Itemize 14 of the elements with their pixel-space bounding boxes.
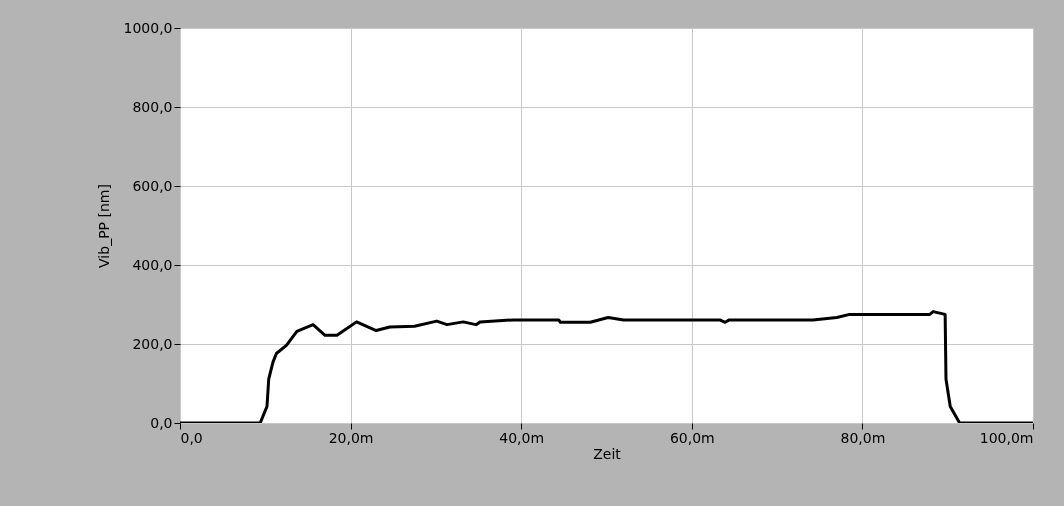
y-tick-label: 200,0 — [132, 335, 173, 352]
x-tick-label: 20,0m — [328, 429, 374, 446]
x-tick-label: 40,0m — [499, 429, 545, 446]
x-tick-label: 100,0m — [979, 429, 1034, 446]
y-tick-label: 1000,0 — [123, 19, 173, 36]
y-tick-label: 600,0 — [132, 177, 173, 194]
x-tick-label: 80,0m — [840, 429, 886, 446]
y-tick-label: 400,0 — [132, 256, 173, 273]
x-axis-title: Zeit — [593, 445, 622, 462]
x-tick-label: 0,0 — [180, 429, 203, 446]
x-tick-label: 60,0m — [669, 429, 715, 446]
y-axis-title: Vib_PP [nm] — [95, 184, 112, 268]
y-tick-label: 0,0 — [150, 414, 173, 431]
y-tick-label: 800,0 — [132, 98, 173, 115]
